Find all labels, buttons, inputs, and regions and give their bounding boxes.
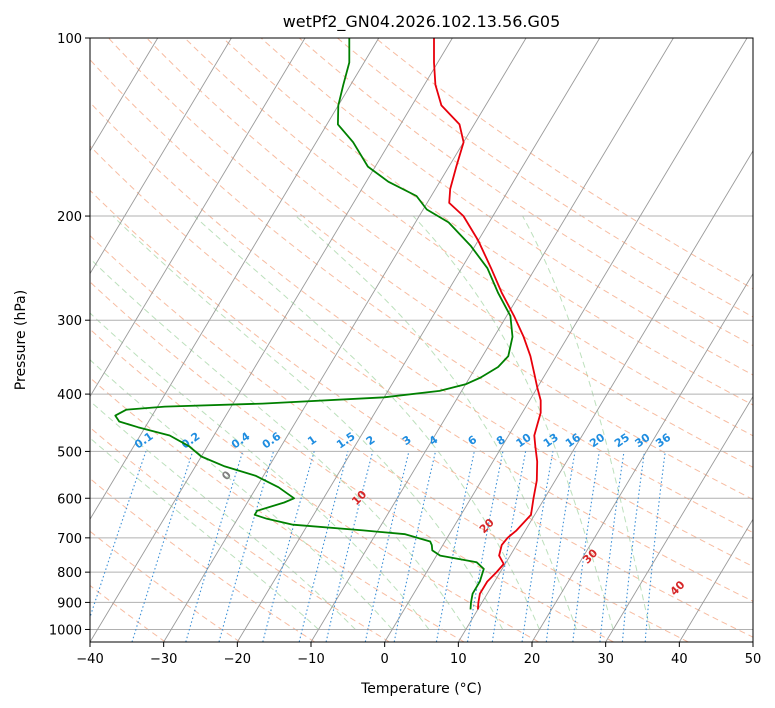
y-tick-label: 400 bbox=[57, 388, 82, 403]
mixing-ratio-line bbox=[599, 451, 625, 642]
mixing-ratio-line bbox=[435, 451, 475, 642]
dry-adiabat-line bbox=[90, 58, 753, 534]
x-axis-ticks: −40 −30 −20 −10 0 10 20 30 40 50 bbox=[76, 642, 761, 667]
mixing-ratio-line bbox=[491, 451, 527, 642]
mixing-ratio-line bbox=[364, 451, 410, 642]
isotherm-line bbox=[605, 395, 753, 642]
y-tick-label: 700 bbox=[57, 532, 82, 547]
mixing-ratio-line bbox=[218, 451, 275, 642]
dry-adiabat-line bbox=[90, 426, 390, 642]
isotherm-line bbox=[531, 272, 753, 642]
x-tick-label: −20 bbox=[224, 652, 251, 667]
isotherm-line bbox=[90, 38, 453, 642]
mixing-ratio-line bbox=[572, 451, 600, 642]
moist-adiabat-line bbox=[112, 215, 504, 630]
y-tick-label: 100 bbox=[57, 32, 82, 47]
moist-adiabat-line bbox=[412, 215, 614, 630]
dewpoint-profile-line bbox=[114, 38, 514, 610]
mixing-ratio-line bbox=[325, 451, 374, 642]
mixing-ratio-line bbox=[90, 451, 147, 619]
moist-adiabat-line bbox=[90, 257, 467, 630]
plot-area: 0.10.20.40.611.52346810131620253036-100-… bbox=[90, 38, 753, 642]
chart-title: wetPf2_GN04.2026.102.13.56.G05 bbox=[283, 12, 561, 32]
y-tick-label: 500 bbox=[57, 445, 82, 460]
dry-adiabat-line bbox=[90, 328, 540, 642]
dry-adiabats bbox=[90, 38, 753, 642]
isotherm-line bbox=[90, 38, 232, 275]
temperature-profile-line bbox=[433, 38, 542, 610]
x-tick-label: 0 bbox=[381, 652, 389, 667]
dry-adiabat-line bbox=[90, 377, 465, 642]
y-axis-label: Pressure (hPa) bbox=[13, 290, 29, 390]
y-tick-label: 200 bbox=[57, 210, 82, 225]
dry-adiabat-line bbox=[90, 189, 753, 638]
x-axis-label: Temperature (°C) bbox=[360, 681, 482, 697]
mixing-ratio-line bbox=[545, 451, 576, 642]
isotherm-line bbox=[678, 518, 753, 642]
y-tick-label: 900 bbox=[57, 596, 82, 611]
dry-adiabat-line bbox=[375, 38, 753, 290]
x-tick-label: −40 bbox=[76, 652, 103, 667]
x-tick-label: 50 bbox=[745, 652, 762, 667]
x-tick-label: 40 bbox=[671, 652, 688, 667]
x-tick-label: 30 bbox=[597, 652, 614, 667]
x-tick-label: 20 bbox=[524, 652, 541, 667]
x-tick-label: 10 bbox=[450, 652, 467, 667]
dry-adiabat-line bbox=[90, 530, 241, 642]
isotherm-line bbox=[384, 38, 748, 642]
isotherm-line bbox=[310, 38, 674, 642]
plot-frame bbox=[89, 37, 754, 643]
dry-adiabat-line bbox=[260, 38, 753, 376]
mixing-ratio-line bbox=[298, 451, 349, 642]
dry-adiabat-line bbox=[90, 101, 753, 568]
dry-adiabat-line bbox=[90, 234, 689, 642]
mixing-ratio-line bbox=[185, 451, 244, 642]
moist-adiabat-line bbox=[90, 400, 356, 630]
dry-adiabat-line bbox=[337, 38, 753, 318]
dry-adiabat-line bbox=[108, 38, 753, 501]
isotherm-line bbox=[236, 38, 601, 642]
mixing-ratio-line bbox=[262, 451, 315, 642]
dry-adiabat-line bbox=[298, 38, 753, 347]
isotherm-line bbox=[90, 38, 306, 398]
y-axis-ticks: 100 200 300 400 500 600 700 800 900 1000 bbox=[49, 32, 90, 638]
y-tick-label: 300 bbox=[57, 314, 82, 329]
dry-adiabat-line bbox=[90, 281, 614, 642]
isotherms bbox=[90, 38, 753, 642]
y-tick-label: 1000 bbox=[49, 623, 82, 638]
y-tick-label: 800 bbox=[57, 566, 82, 581]
isotherm-line bbox=[90, 38, 159, 152]
mixing-ratio-lines bbox=[90, 451, 666, 642]
dry-adiabat-line bbox=[90, 145, 753, 602]
isotherm-line bbox=[457, 150, 753, 642]
dry-adiabat-line bbox=[146, 38, 753, 468]
isotherm-line bbox=[90, 38, 380, 521]
mixing-ratio-line bbox=[466, 451, 504, 642]
isotherm-line bbox=[163, 38, 527, 642]
mixing-ratio-line bbox=[131, 451, 194, 642]
profile-series bbox=[114, 38, 542, 610]
mixing-ratio-line bbox=[521, 451, 554, 642]
isobars bbox=[90, 38, 753, 630]
y-tick-label: 600 bbox=[57, 492, 82, 507]
x-tick-label: −30 bbox=[150, 652, 177, 667]
mixing-ratio-line bbox=[393, 451, 437, 642]
x-tick-label: −10 bbox=[297, 652, 324, 667]
